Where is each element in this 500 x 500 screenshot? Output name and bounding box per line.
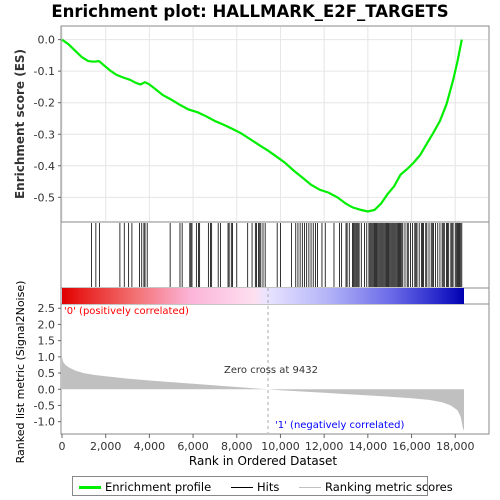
- enrichment-y-tick-label: -0.5: [34, 191, 55, 204]
- metric-y-tick-label: 1.5: [38, 335, 56, 348]
- x-tick-label: 0: [59, 440, 66, 453]
- metric-y-tick-label: 0.5: [38, 367, 56, 380]
- enrichment-y-tick-label: -0.2: [34, 97, 55, 110]
- correlation-gradient: [62, 288, 464, 304]
- metric-panel: [60, 303, 490, 435]
- hit-lines: [91, 223, 463, 287]
- enrichment-profile-line: [61, 38, 463, 213]
- legend-hits-label: Hits: [257, 480, 280, 494]
- x-tick-label: 16,000: [392, 440, 431, 453]
- green-line-swatch: [79, 486, 101, 489]
- enrichment-grid: [61, 27, 488, 221]
- enrichment-y-tick-label: 0.0: [38, 34, 56, 47]
- negative-correlation-label: '1' (negatively correlated): [275, 420, 404, 431]
- legend-item-enrichment-profile: Enrichment profile: [79, 480, 211, 494]
- legend-item-ranking-metric: Ranking metric scores: [299, 480, 453, 494]
- legend-enrichment-label: Enrichment profile: [105, 480, 212, 494]
- x-tick-label: 8,000: [221, 440, 253, 453]
- chart-title: Enrichment plot: HALLMARK_E2F_TARGETS: [51, 2, 448, 21]
- x-tick-label: 18,000: [436, 440, 475, 453]
- enrichment-y-axis-label: Enrichment score (ES): [13, 49, 27, 199]
- metric-y-tick-label: 2.0: [38, 318, 56, 331]
- x-tick-label: 14,000: [349, 440, 388, 453]
- metric-y-tick-label: 2.5: [38, 302, 56, 315]
- x-axis-ticks: 0 2,000 4,000 6,000 8,000 10,000 12,000 14,000 1…: [59, 434, 475, 453]
- x-tick-label: 12,000: [305, 440, 344, 453]
- metric-y-tick-label: -1.0: [34, 416, 55, 429]
- metric-y-tick-label: -0.5: [34, 399, 55, 412]
- x-tick-label: 10,000: [261, 440, 300, 453]
- legend-item-hits: Hits: [231, 480, 279, 494]
- black-line-swatch: [231, 487, 253, 488]
- enrichment-y-tick-label: -0.3: [34, 128, 55, 141]
- x-axis-label: Rank in Ordered Dataset: [189, 454, 337, 468]
- metric-y-axis-label: Ranked list metric (Signal2Noise): [14, 281, 27, 464]
- enrichment-y-ticks: 0.0 -0.1 -0.2 -0.3 -0.4 -0.5: [34, 34, 61, 204]
- x-tick-label: 2,000: [90, 440, 122, 453]
- legend-metric-label: Ranking metric scores: [325, 480, 453, 494]
- ranking-metric-area: [62, 356, 464, 431]
- positive-correlation-label: '0' (positively correlated): [64, 306, 189, 317]
- enrichment-y-tick-label: -0.4: [34, 160, 55, 173]
- hits-panel: [60, 221, 490, 289]
- x-tick-label: 4,000: [134, 440, 166, 453]
- enrichment-y-tick-label: -0.1: [34, 65, 55, 78]
- legend: Enrichment profile Hits Ranking metric s…: [72, 476, 453, 496]
- metric-y-tick-label: 1.0: [38, 351, 56, 364]
- gray-line-swatch: [299, 487, 321, 488]
- zero-cross-label: Zero cross at 9432: [224, 365, 318, 376]
- enrichment-panel: [60, 25, 490, 223]
- metric-y-ticks: 2.5 2.0 1.5 1.0 0.5 0.0 -0.5 -1.0: [34, 302, 61, 429]
- x-tick-label: 6,000: [177, 440, 209, 453]
- metric-y-tick-label: 0.0: [38, 383, 56, 396]
